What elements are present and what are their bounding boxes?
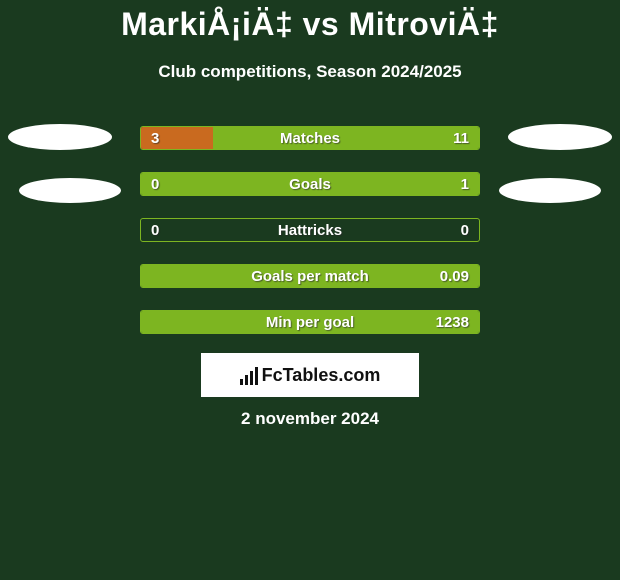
stat-left-value: 0 (151, 219, 159, 241)
page-title: MarkiÅ¡iÄ‡ vs MitroviÄ‡ (0, 6, 620, 43)
stat-fill-right (141, 265, 479, 287)
stat-row-min-per-goal: Min per goal1238 (140, 310, 480, 334)
stat-row-goals: Goals01 (140, 172, 480, 196)
fctables-logo: FcTables.com (201, 353, 419, 397)
player-ellipse-2 (19, 178, 121, 203)
logo-label: FcTables.com (262, 365, 381, 386)
stat-left-value: 0 (151, 173, 159, 195)
stat-row-hattricks: Hattricks0 0 (140, 218, 480, 242)
stat-row-goals-per-match: Goals per match0.09 (140, 264, 480, 288)
stat-right-value: 1238 (436, 311, 469, 333)
stat-fill-right (213, 127, 479, 149)
player-ellipse-3 (499, 178, 601, 203)
stat-right-value: 0.09 (440, 265, 469, 287)
stat-label: Hattricks (141, 219, 479, 241)
stat-row-matches: Matches311 (140, 126, 480, 150)
stat-left-value: 3 (151, 127, 159, 149)
stat-right-value: 1 (461, 173, 469, 195)
stat-fill-right (141, 173, 479, 195)
logo-bars-icon (240, 365, 258, 385)
page-subtitle: Club competitions, Season 2024/2025 (0, 62, 620, 82)
date-label: 2 november 2024 (0, 409, 620, 429)
stat-right-value: 11 (453, 127, 469, 149)
stat-right-value: 0 (461, 219, 469, 241)
stat-fill-right (141, 311, 479, 333)
player-ellipse-1 (508, 124, 612, 150)
player-ellipse-0 (8, 124, 112, 150)
